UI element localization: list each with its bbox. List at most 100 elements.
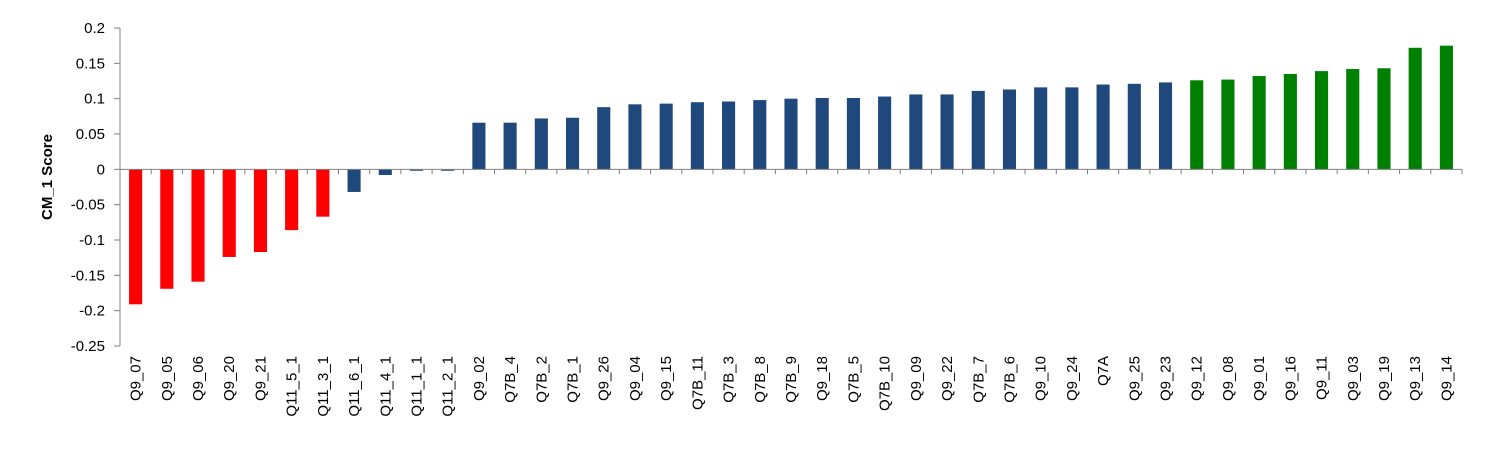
bar bbox=[753, 100, 767, 170]
bar bbox=[222, 169, 236, 257]
bar bbox=[191, 169, 205, 282]
bar bbox=[129, 169, 143, 305]
bar bbox=[316, 169, 330, 217]
axes bbox=[114, 27, 1463, 347]
x-tick-label: Q9_09 bbox=[908, 356, 925, 401]
bar bbox=[940, 94, 954, 170]
bar bbox=[160, 169, 174, 289]
x-tick-label: Q9_15 bbox=[658, 356, 675, 401]
x-tick-label: Q9_26 bbox=[596, 356, 613, 401]
x-tick-label: Q9_04 bbox=[627, 356, 644, 401]
bar bbox=[846, 97, 860, 170]
bar bbox=[1252, 76, 1266, 170]
x-tick-label: Q11_6_1 bbox=[346, 356, 363, 417]
x-tick-label: Q9_06 bbox=[190, 356, 207, 401]
y-tick-label: -0.25 bbox=[71, 338, 105, 355]
x-tick-label: Q9_24 bbox=[1064, 356, 1081, 401]
x-tick-label: Q9_22 bbox=[939, 356, 956, 401]
x-tick-label: Q9_25 bbox=[1126, 356, 1143, 401]
bar bbox=[909, 94, 923, 170]
x-tick-label: Q9_23 bbox=[1158, 356, 1175, 401]
bar bbox=[815, 97, 829, 170]
x-tick-label: Q7B_3 bbox=[721, 356, 738, 403]
bars-group bbox=[129, 45, 1453, 305]
y-tick-label: -0.1 bbox=[79, 232, 105, 249]
x-tick-label: Q7B_7 bbox=[970, 356, 987, 403]
y-tick-labels: 0.2 0.15 0.1 0.05 0 -0.05 -0.1 -0.15 -0.2 -0.25 bbox=[71, 20, 105, 355]
x-tick-label: Q7B_4 bbox=[502, 356, 519, 403]
x-tick-label: Q11_1_1 bbox=[408, 356, 425, 417]
bar bbox=[628, 104, 642, 170]
bar bbox=[347, 169, 361, 192]
x-tick-label: Q7B_10 bbox=[877, 356, 894, 411]
x-tick-label: Q9_01 bbox=[1251, 356, 1268, 401]
x-tick-label: Q9_11 bbox=[1314, 356, 1331, 400]
bar bbox=[971, 90, 985, 170]
bar bbox=[472, 122, 486, 170]
x-tick-label: Q9_07 bbox=[128, 356, 145, 401]
bar bbox=[1096, 84, 1110, 170]
bar bbox=[1408, 47, 1422, 170]
x-tick-label: Q9_02 bbox=[471, 356, 488, 401]
bar bbox=[784, 98, 798, 170]
bar bbox=[1377, 68, 1391, 170]
bar bbox=[534, 118, 548, 170]
x-tick-label: Q9_13 bbox=[1407, 356, 1424, 401]
y-tick-label: 0.1 bbox=[84, 91, 105, 108]
x-tick-label: Q7B_1 bbox=[565, 356, 582, 403]
bar bbox=[659, 103, 673, 170]
y-axis-title: CM_1 Score bbox=[39, 134, 56, 220]
bar bbox=[1439, 45, 1453, 170]
x-tick-label: Q7B_11 bbox=[689, 356, 706, 410]
x-tick-label: Q9_12 bbox=[1189, 356, 1206, 401]
bar bbox=[1190, 80, 1204, 170]
bar bbox=[503, 122, 517, 170]
x-tick-label: Q9_03 bbox=[1345, 356, 1362, 401]
x-tick-label: Q9_20 bbox=[221, 356, 238, 401]
bar bbox=[378, 169, 392, 175]
x-tick-label: Q11_2_1 bbox=[440, 356, 457, 417]
y-tick-label: 0.05 bbox=[76, 126, 105, 143]
bar bbox=[597, 107, 611, 170]
bar bbox=[690, 102, 704, 170]
bar bbox=[878, 96, 892, 170]
bar bbox=[1002, 89, 1017, 170]
x-tick-label: Q11_3_1 bbox=[315, 356, 332, 417]
y-tick-label: 0.15 bbox=[76, 55, 105, 72]
x-tick-label: Q7B_9 bbox=[783, 356, 800, 403]
bar bbox=[253, 169, 267, 253]
bar bbox=[1346, 68, 1360, 170]
y-tick-label: -0.2 bbox=[79, 303, 105, 320]
x-tick-label: Q7B_2 bbox=[533, 356, 550, 403]
bar bbox=[409, 169, 424, 171]
bar bbox=[1315, 71, 1329, 170]
bar bbox=[565, 117, 580, 170]
bar bbox=[1283, 73, 1297, 170]
x-tick-label: Q7B_8 bbox=[752, 356, 769, 403]
x-tick-label: Q7A bbox=[1095, 356, 1112, 386]
y-tick-label: 0 bbox=[97, 161, 105, 178]
x-tick-label: Q9_08 bbox=[1220, 356, 1237, 401]
x-tick-label: Q9_14 bbox=[1438, 356, 1455, 401]
x-tick-label: Q11_4_1 bbox=[377, 356, 394, 417]
bar bbox=[1034, 87, 1048, 170]
x-tick-label: Q9_10 bbox=[1033, 356, 1050, 401]
x-tick-label: Q9_18 bbox=[814, 356, 831, 401]
x-tick-label: Q9_21 bbox=[252, 356, 269, 401]
bar bbox=[1065, 87, 1079, 170]
bar bbox=[1158, 82, 1173, 170]
bar bbox=[285, 169, 299, 231]
bar bbox=[441, 169, 455, 171]
x-tick-label: Q9_19 bbox=[1376, 356, 1393, 401]
y-tick-label: -0.15 bbox=[71, 267, 105, 284]
bar bbox=[1127, 83, 1141, 170]
x-tick-label: Q9_05 bbox=[159, 356, 176, 401]
bar bbox=[722, 101, 736, 170]
x-tick-label: Q7B_5 bbox=[845, 356, 862, 403]
x-tick-label: Q11_5_1 bbox=[284, 356, 301, 417]
x-tick-label: Q9_16 bbox=[1282, 356, 1299, 401]
x-tick-label: Q7B_6 bbox=[1001, 356, 1018, 403]
y-tick-label: 0.2 bbox=[84, 20, 105, 37]
bar bbox=[1221, 79, 1235, 170]
